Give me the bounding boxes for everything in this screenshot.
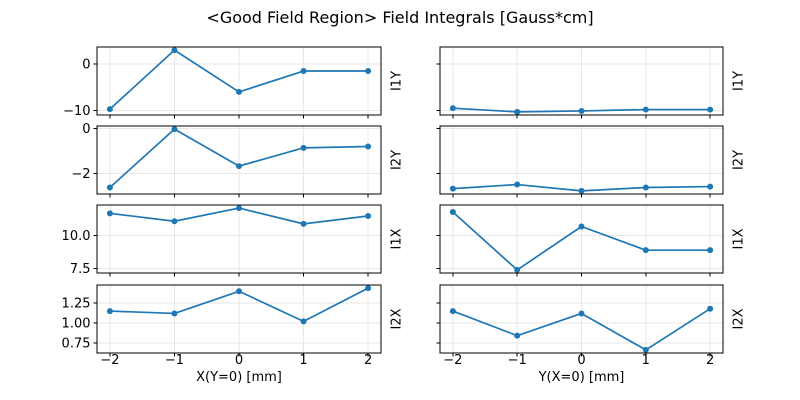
data-point [300,318,307,325]
y-tick-label: 0 [82,122,90,137]
data-point [578,310,585,317]
data-point [642,346,649,353]
y-tick-label: −10 [63,104,90,119]
subplot-i2y-right: I2Y [436,125,747,198]
row-label-i2y: I2Y [732,150,747,170]
subplot-i1y-right: I1Y [436,46,747,119]
data-point [236,163,242,170]
data-point [300,220,307,227]
data-point [578,223,585,230]
data-point [365,68,372,75]
data-point [707,183,714,190]
subplot-i2x-left: 1.25 1.00 0.75 −2 −1 0 1 2 I2X [62,284,405,368]
data-point [106,106,113,113]
row-label-i1x: I1X [732,228,747,249]
data-point [642,106,649,113]
data-point [707,247,714,254]
subplot-i2x-right: −2 −1 0 1 2 I2X [436,284,747,368]
data-point [514,108,521,115]
subplot-i2y-left: 0 −2 I2Y [71,122,405,198]
subplot-i1x-left: 10.0 7.5 I1X [62,204,405,277]
row-label-i2x: I2X [390,308,405,329]
x-tick-label: −1 [508,353,527,368]
x-tick-label: 2 [364,353,372,368]
subplot-i1x-right: I1X [436,204,747,277]
data-point [514,181,521,188]
x-tick-label: −2 [100,353,119,368]
data-point [449,105,456,112]
data-point [106,308,113,315]
data-series [449,105,714,115]
data-series [449,305,714,353]
x-tick-label: −2 [443,353,462,368]
data-point [449,185,456,192]
data-point [236,205,242,212]
data-point [171,310,178,317]
data-point [106,210,113,217]
data-point [171,218,178,225]
data-point [642,184,649,191]
data-point [106,184,113,191]
figure-title: <Good Field Region> Field Integrals [Gau… [206,8,594,27]
data-point [365,285,372,292]
x-tick-label: 0 [577,353,585,368]
data-point [171,126,178,133]
x-tick-label: 1 [299,353,307,368]
data-point [300,68,307,75]
subplot-i1y-left: 0 −10 I1Y [63,46,405,119]
data-series [449,209,714,273]
row-label-i1x: I1X [390,228,405,249]
data-point [514,266,521,273]
data-point [236,288,242,295]
x-tick-label: 1 [642,353,650,368]
data-series [106,285,372,325]
data-series [106,47,372,113]
data-point [449,209,456,216]
x-tick-label: 0 [235,353,243,368]
y-tick-label: 1.00 [62,316,91,331]
data-point [642,247,649,254]
row-label-i1y: I1Y [390,71,405,91]
row-label-i2y: I2Y [390,150,405,170]
data-point [365,212,372,219]
data-point [300,144,307,151]
x-axis-label-left: X(Y=0) [mm] [196,370,282,385]
row-label-i1y: I1Y [732,71,747,91]
x-tick-label: 2 [706,353,714,368]
row-label-i2x: I2X [732,308,747,329]
data-point [578,187,585,194]
y-tick-label: 1.25 [62,297,91,312]
data-point [514,332,521,339]
data-point [707,106,714,113]
x-tick-label: −1 [165,353,184,368]
y-tick-label: 0.75 [62,336,91,351]
data-series [449,181,714,194]
data-point [236,88,242,95]
data-point [707,305,714,312]
data-point [171,47,178,54]
y-tick-label: 0 [82,58,90,73]
x-axis-label-right: Y(X=0) [mm] [538,370,625,385]
y-tick-label: −2 [71,167,90,182]
data-series [106,126,372,191]
data-series [106,205,372,227]
data-point [578,107,585,114]
data-point [449,308,456,315]
data-point [365,143,372,150]
y-tick-label: 7.5 [70,262,91,277]
y-tick-label: 10.0 [62,229,91,244]
